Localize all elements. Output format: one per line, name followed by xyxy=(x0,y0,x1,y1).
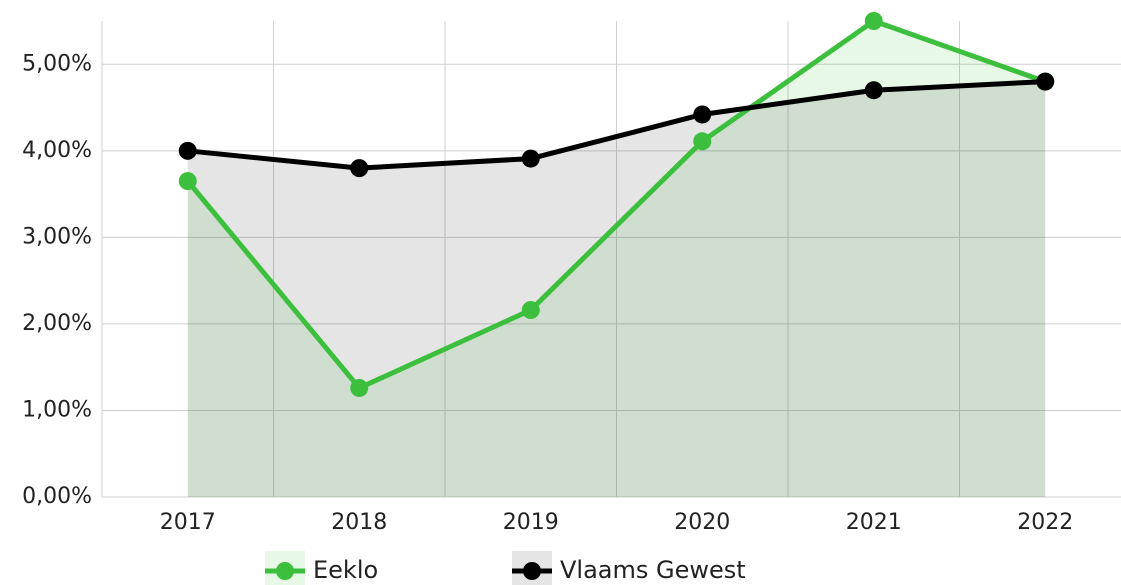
y-tick-label: 0,00% xyxy=(22,484,92,509)
point xyxy=(693,105,712,124)
x-tick-label: 2017 xyxy=(160,510,216,535)
point xyxy=(1036,72,1055,91)
y-tick-label: 5,00% xyxy=(22,51,92,76)
point xyxy=(693,132,712,151)
area xyxy=(187,21,1046,497)
point xyxy=(178,172,197,191)
point xyxy=(864,12,883,30)
legend-marker xyxy=(276,562,294,580)
point xyxy=(864,81,883,100)
x-tick-label: 2019 xyxy=(503,510,559,535)
point xyxy=(178,141,197,160)
point xyxy=(350,159,369,178)
line xyxy=(185,18,1047,391)
legend-label: Vlaams Gewest xyxy=(560,556,746,584)
y-tick-label: 2,00% xyxy=(22,311,92,336)
area xyxy=(187,81,1046,497)
x-tick-label: 2020 xyxy=(674,510,730,535)
y-tick-label: 3,00% xyxy=(22,224,92,249)
y-tick-label: 1,00% xyxy=(22,397,92,422)
point xyxy=(350,378,369,397)
line xyxy=(187,79,1046,171)
legend-marker xyxy=(523,562,541,580)
legend-label: Eeklo xyxy=(313,556,378,584)
x-tick-label: 2021 xyxy=(846,510,902,535)
x-tick-label: 2018 xyxy=(331,510,387,535)
point xyxy=(521,149,540,168)
point xyxy=(521,301,540,320)
y-tick-label: 4,00% xyxy=(22,138,92,163)
x-tick-label: 2022 xyxy=(1017,510,1073,535)
